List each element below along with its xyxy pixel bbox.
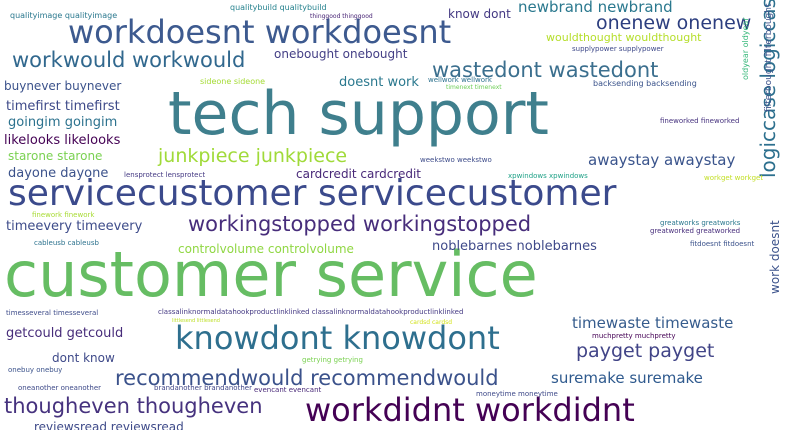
cloud-word: brandanother brandanother xyxy=(154,384,252,392)
cloud-word: xpwindows xpwindows xyxy=(508,172,588,180)
cloud-word: workingstopped workingstopped xyxy=(188,212,532,236)
cloud-word: cardcredit cardcredit xyxy=(296,167,422,181)
cloud-word: onebought onebought xyxy=(274,47,408,61)
cloud-word: know dont xyxy=(448,7,511,21)
cloud-word: fitdoesnt fitdoesnt xyxy=(690,240,755,248)
cloud-word: likelooks likelooks xyxy=(4,133,121,148)
cloud-word: workdidnt workdidnt xyxy=(305,391,635,429)
cloud-word: greatworked greatworked xyxy=(650,227,741,235)
cloud-word: supplypower supplypower xyxy=(572,45,664,53)
cloud-word: finework finework xyxy=(32,211,95,219)
cloud-word: wellwork wellwork xyxy=(428,76,492,84)
cloud-word: dont know xyxy=(52,351,115,365)
cloud-word: customer service xyxy=(4,238,538,311)
cloud-word: classalinknormaldatahookproductlinklinke… xyxy=(158,308,464,316)
cloud-word: backsending backsending xyxy=(593,79,697,88)
cloud-word: onebuy onebuy xyxy=(8,366,63,374)
cloud-word: wastedont wastedont xyxy=(432,58,659,82)
cloud-word: newbrand newbrand xyxy=(518,0,673,16)
cloud-word: junkpiece junkpiece xyxy=(158,145,348,167)
cloud-word: awaystay awaystay xyxy=(588,151,736,169)
cloud-word: starone starone xyxy=(8,149,103,163)
cloud-word: workdoesnt workdoesnt xyxy=(68,13,452,51)
cloud-word: getrying getrying xyxy=(302,356,363,364)
cloud-word: getcould getcould xyxy=(6,326,124,341)
cloud-word: buynever buynever xyxy=(4,79,122,93)
cloud-word: timefirst timefirst xyxy=(6,99,120,114)
cloud-word: timewaste timewaste xyxy=(572,314,734,332)
cloud-word: payget payget xyxy=(576,340,715,362)
cloud-word: oneanother oneanother xyxy=(18,384,102,392)
cloud-word: suremake suremake xyxy=(551,369,703,387)
cloud-word: cardsd cardsd xyxy=(410,319,453,326)
cloud-word: cableusb cableusb xyxy=(34,239,99,247)
cloud-word: qualityimage qualityimage xyxy=(10,11,118,20)
cloud-word: sideone sideone xyxy=(200,77,266,86)
cloud-word: lensprotect lensprotect xyxy=(124,171,206,179)
cloud-word: workget workget xyxy=(704,174,764,182)
cloud-word: wouldthought wouldthought xyxy=(546,31,702,44)
cloud-word: servicecustomer servicecustomer xyxy=(8,173,617,214)
cloud-word: qualitybuild qualitybuild xyxy=(230,3,327,12)
cloud-word: moneytime moneytime xyxy=(476,390,558,398)
cloud-word: timeevery timeevery xyxy=(6,219,143,234)
cloud-word: evencant evencant xyxy=(254,386,322,394)
cloud-word: dayone dayone xyxy=(8,166,109,181)
cloud-word: oldyear oldyear xyxy=(741,17,750,80)
cloud-word: fineworked fineworked xyxy=(660,117,740,125)
cloud-word: goingim goingim xyxy=(8,115,118,130)
cloud-word: workwould workwould xyxy=(12,48,246,72)
cloud-word: filterbought filterbought xyxy=(764,3,774,112)
cloud-word: knowdont knowdont xyxy=(175,319,500,357)
cloud-word: reviewsread reviewsread xyxy=(34,420,184,430)
cloud-word: recommendwould recommendwould xyxy=(115,366,499,390)
cloud-word: noblebarnes noblebarnes xyxy=(432,239,597,254)
cloud-word: onenew onenew xyxy=(596,12,752,34)
cloud-word: littlesend littlesend xyxy=(172,318,220,324)
cloud-word: timenext timenext xyxy=(446,84,502,91)
cloud-word: timesseveral timesseveral xyxy=(6,309,99,317)
cloud-word: thougheven thougheven xyxy=(4,394,263,418)
cloud-word: muchpretty muchpretty xyxy=(592,332,676,340)
cloud-word: doesnt work xyxy=(339,75,419,90)
cloud-word: thinggood thinggood xyxy=(310,13,373,20)
cloud-word: weekstwo weekstwo xyxy=(420,156,492,164)
cloud-word: tech support xyxy=(168,79,549,149)
cloud-word: work doesnt xyxy=(768,220,782,294)
cloud-word: greatworks greatworks xyxy=(660,219,741,227)
cloud-word: controlvolume controlvolume xyxy=(178,242,354,256)
